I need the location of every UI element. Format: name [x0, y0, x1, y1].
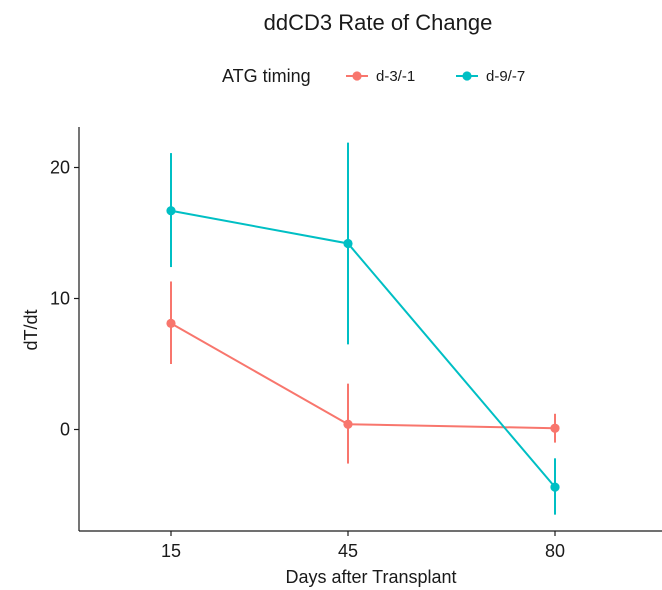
series-d-3/-1	[166, 281, 560, 464]
legend-key-point	[352, 71, 362, 81]
x-tick-label: 45	[338, 541, 358, 561]
x-axis-label: Days after Transplant	[285, 567, 456, 587]
series-line	[170, 209, 556, 488]
x-tick-label: 15	[161, 541, 181, 561]
y-tick-label: 0	[60, 420, 70, 440]
legend-title: ATG timing	[222, 66, 311, 86]
series-d-9/-7	[166, 142, 560, 515]
legend-item: d-3/-1	[346, 68, 415, 85]
data-point	[166, 206, 176, 216]
plot-area: 0 10 20 15 45 80	[50, 127, 662, 561]
y-axis-label: dT/dt	[21, 309, 41, 350]
data-point	[550, 423, 560, 433]
series-line	[170, 322, 556, 430]
y-tick-label: 10	[50, 289, 70, 309]
x-tick-label: 80	[545, 541, 565, 561]
data-point	[343, 238, 353, 249]
legend-label: d-9/-7	[486, 68, 525, 85]
chart-title: ddCD3 Rate of Change	[264, 10, 493, 35]
legend-item: d-9/-7	[456, 68, 525, 85]
data-point	[166, 318, 176, 328]
legend: ATG timing d-3/-1 d-9/-7	[222, 66, 525, 86]
legend-label: d-3/-1	[376, 68, 415, 85]
legend-key-point	[462, 71, 472, 81]
data-point	[550, 482, 560, 492]
data-point	[343, 419, 353, 429]
y-tick-label: 20	[50, 158, 70, 178]
